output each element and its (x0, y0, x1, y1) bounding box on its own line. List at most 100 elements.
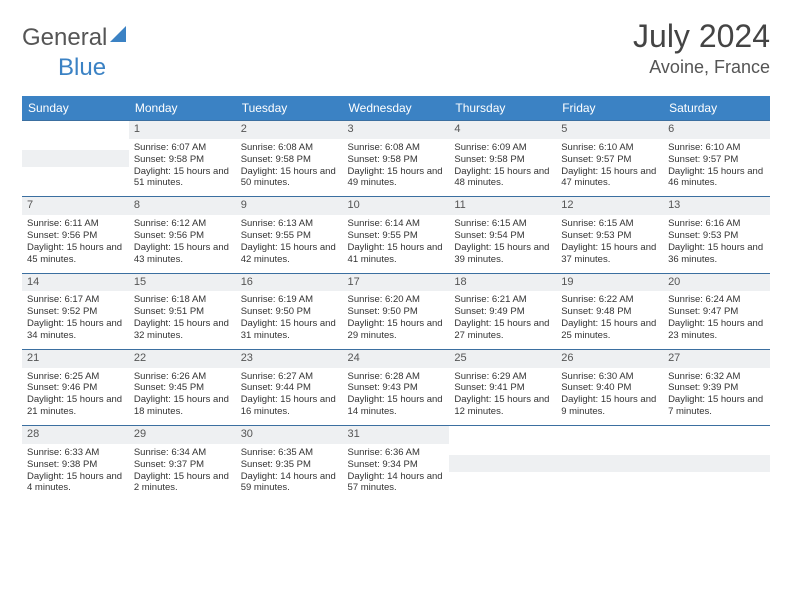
day-22: 22Sunrise: 6:26 AMSunset: 9:45 PMDayligh… (129, 349, 236, 425)
sunrise-line: Sunrise: 6:12 AM (134, 218, 231, 230)
day-number: 20 (663, 274, 770, 292)
day-number: 11 (449, 197, 556, 215)
week-row: 21Sunrise: 6:25 AMSunset: 9:46 PMDayligh… (22, 349, 770, 425)
logo-triangle-icon (110, 26, 126, 42)
day-14: 14Sunrise: 6:17 AMSunset: 9:52 PMDayligh… (22, 273, 129, 349)
sunset-line: Sunset: 9:38 PM (27, 459, 124, 471)
day-number: 2 (236, 121, 343, 139)
calendar-table: SundayMondayTuesdayWednesdayThursdayFrid… (22, 96, 770, 501)
daylight-line: Daylight: 15 hours and 39 minutes. (454, 242, 551, 266)
daylight-line: Daylight: 15 hours and 18 minutes. (134, 394, 231, 418)
empty-day (449, 426, 556, 502)
day-31: 31Sunrise: 6:36 AMSunset: 9:34 PMDayligh… (343, 426, 450, 502)
day-number: 16 (236, 274, 343, 292)
day-content: Sunrise: 6:26 AMSunset: 9:45 PMDaylight:… (129, 368, 236, 426)
daylight-line: Daylight: 15 hours and 31 minutes. (241, 318, 338, 342)
day-content: Sunrise: 6:15 AMSunset: 9:53 PMDaylight:… (556, 215, 663, 273)
day-number: 26 (556, 350, 663, 368)
day-16: 16Sunrise: 6:19 AMSunset: 9:50 PMDayligh… (236, 273, 343, 349)
daylight-line: Daylight: 15 hours and 42 minutes. (241, 242, 338, 266)
sunset-line: Sunset: 9:47 PM (668, 306, 765, 318)
daylight-line: Daylight: 15 hours and 32 minutes. (134, 318, 231, 342)
day-27: 27Sunrise: 6:32 AMSunset: 9:39 PMDayligh… (663, 349, 770, 425)
sunrise-line: Sunrise: 6:30 AM (561, 371, 658, 383)
sunrise-line: Sunrise: 6:10 AM (668, 142, 765, 154)
sunrise-line: Sunrise: 6:20 AM (348, 294, 445, 306)
day-number: 7 (22, 197, 129, 215)
sunrise-line: Sunrise: 6:08 AM (241, 142, 338, 154)
sunrise-line: Sunrise: 6:35 AM (241, 447, 338, 459)
sunrise-line: Sunrise: 6:33 AM (27, 447, 124, 459)
day-content: Sunrise: 6:28 AMSunset: 9:43 PMDaylight:… (343, 368, 450, 426)
sunrise-line: Sunrise: 6:26 AM (134, 371, 231, 383)
logo-text-general: General (22, 24, 107, 52)
sunset-line: Sunset: 9:58 PM (241, 154, 338, 166)
day-number: 1 (129, 121, 236, 139)
dow-friday: Friday (556, 96, 663, 121)
empty-day (22, 121, 129, 197)
day-content: Sunrise: 6:27 AMSunset: 9:44 PMDaylight:… (236, 368, 343, 426)
day-content: Sunrise: 6:11 AMSunset: 9:56 PMDaylight:… (22, 215, 129, 273)
day-content: Sunrise: 6:36 AMSunset: 9:34 PMDaylight:… (343, 444, 450, 502)
day-content: Sunrise: 6:09 AMSunset: 9:58 PMDaylight:… (449, 139, 556, 197)
day-number: 30 (236, 426, 343, 444)
sunset-line: Sunset: 9:56 PM (134, 230, 231, 242)
daylight-line: Daylight: 14 hours and 57 minutes. (348, 471, 445, 495)
sunrise-line: Sunrise: 6:27 AM (241, 371, 338, 383)
day-number: 5 (556, 121, 663, 139)
sunset-line: Sunset: 9:49 PM (454, 306, 551, 318)
week-row: 7Sunrise: 6:11 AMSunset: 9:56 PMDaylight… (22, 197, 770, 273)
sunset-line: Sunset: 9:54 PM (454, 230, 551, 242)
day-content: Sunrise: 6:25 AMSunset: 9:46 PMDaylight:… (22, 368, 129, 426)
daylight-line: Daylight: 15 hours and 37 minutes. (561, 242, 658, 266)
sunrise-line: Sunrise: 6:24 AM (668, 294, 765, 306)
day-6: 6Sunrise: 6:10 AMSunset: 9:57 PMDaylight… (663, 121, 770, 197)
sunrise-line: Sunrise: 6:13 AM (241, 218, 338, 230)
day-28: 28Sunrise: 6:33 AMSunset: 9:38 PMDayligh… (22, 426, 129, 502)
sunset-line: Sunset: 9:51 PM (134, 306, 231, 318)
logo: General (22, 24, 126, 52)
dow-sunday: Sunday (22, 96, 129, 121)
sunset-line: Sunset: 9:50 PM (241, 306, 338, 318)
sunset-line: Sunset: 9:55 PM (241, 230, 338, 242)
sunset-line: Sunset: 9:44 PM (241, 382, 338, 394)
day-23: 23Sunrise: 6:27 AMSunset: 9:44 PMDayligh… (236, 349, 343, 425)
daylight-line: Daylight: 15 hours and 43 minutes. (134, 242, 231, 266)
day-25: 25Sunrise: 6:29 AMSunset: 9:41 PMDayligh… (449, 349, 556, 425)
day-7: 7Sunrise: 6:11 AMSunset: 9:56 PMDaylight… (22, 197, 129, 273)
sunrise-line: Sunrise: 6:15 AM (561, 218, 658, 230)
title-block: July 2024 Avoine, France (633, 18, 770, 78)
sunset-line: Sunset: 9:37 PM (134, 459, 231, 471)
sunset-line: Sunset: 9:43 PM (348, 382, 445, 394)
location: Avoine, France (633, 57, 770, 78)
sunset-line: Sunset: 9:57 PM (561, 154, 658, 166)
day-20: 20 Sunrise: 6:24 AMSunset: 9:47 PMDayligh… (663, 273, 770, 349)
day-18: 18Sunrise: 6:21 AMSunset: 9:49 PMDayligh… (449, 273, 556, 349)
sunrise-line: Sunrise: 6:21 AM (454, 294, 551, 306)
day-content: Sunrise: 6:34 AMSunset: 9:37 PMDaylight:… (129, 444, 236, 502)
daylight-line: Daylight: 15 hours and 12 minutes. (454, 394, 551, 418)
day-content: Sunrise: 6:08 AMSunset: 9:58 PMDaylight:… (236, 139, 343, 197)
daylight-line: Daylight: 15 hours and 16 minutes. (241, 394, 338, 418)
sunset-line: Sunset: 9:58 PM (454, 154, 551, 166)
dow-wednesday: Wednesday (343, 96, 450, 121)
day-number: 10 (343, 197, 450, 215)
day-number: 25 (449, 350, 556, 368)
sunrise-line: Sunrise: 6:07 AM (134, 142, 231, 154)
day-number: 15 (129, 274, 236, 292)
sunrise-line: Sunrise: 6:32 AM (668, 371, 765, 383)
day-number: 9 (236, 197, 343, 215)
day-15: 15Sunrise: 6:18 AMSunset: 9:51 PMDayligh… (129, 273, 236, 349)
sunset-line: Sunset: 9:35 PM (241, 459, 338, 471)
day-content: Sunrise: 6:12 AMSunset: 9:56 PMDaylight:… (129, 215, 236, 273)
day-30: 30Sunrise: 6:35 AMSunset: 9:35 PMDayligh… (236, 426, 343, 502)
sunrise-line: Sunrise: 6:15 AM (454, 218, 551, 230)
dow-monday: Monday (129, 96, 236, 121)
sunrise-line: Sunrise: 6:36 AM (348, 447, 445, 459)
day-26: 26Sunrise: 6:30 AMSunset: 9:40 PMDayligh… (556, 349, 663, 425)
daylight-line: Daylight: 15 hours and 23 minutes. (668, 318, 765, 342)
day-content: Sunrise: 6:10 AMSunset: 9:57 PMDaylight:… (663, 139, 770, 197)
sunset-line: Sunset: 9:53 PM (668, 230, 765, 242)
day-content: Sunrise: 6:33 AMSunset: 9:38 PMDaylight:… (22, 444, 129, 502)
sunrise-line: Sunrise: 6:28 AM (348, 371, 445, 383)
